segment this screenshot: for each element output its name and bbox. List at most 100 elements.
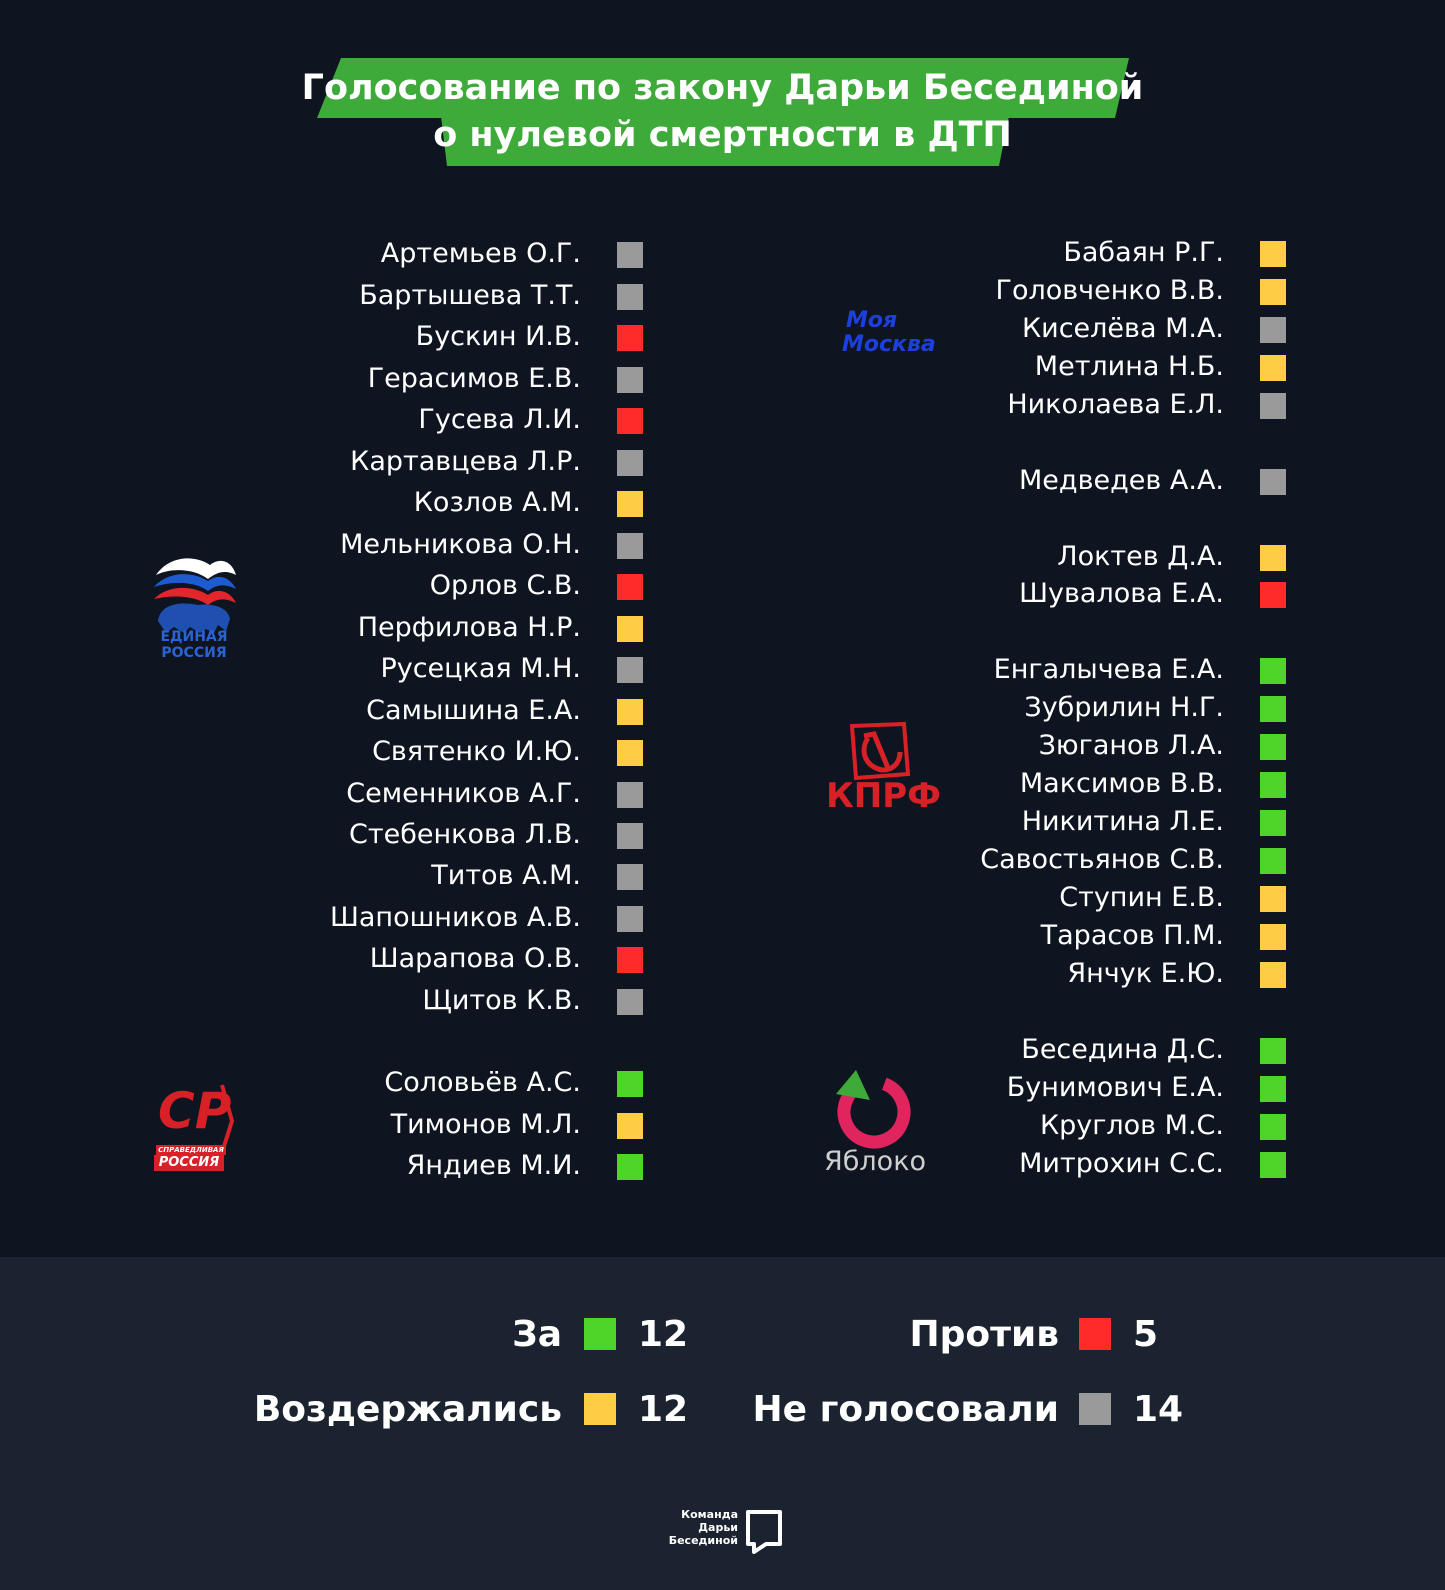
member-row: Локтев Д.А. — [0, 538, 1286, 576]
vote-indicator-vozd — [617, 1113, 643, 1139]
yabloko-apple-icon — [836, 1070, 911, 1149]
vote-indicator-za — [1260, 696, 1286, 722]
sr-logo-text-2: РОССИЯ — [154, 1155, 224, 1171]
member-name: Артемьев О.Г. — [380, 238, 581, 269]
member-row: Зюганов Л.А. — [0, 727, 1286, 765]
vote-indicator-ne — [1260, 393, 1286, 419]
member-row: Медведев А.А. — [0, 462, 1286, 500]
member-name: Зюганов Л.А. — [1038, 730, 1224, 761]
vote-indicator-ne — [617, 989, 643, 1015]
member-row: Савостьянов С.В. — [0, 841, 1286, 879]
member-name: Шапошников А.В. — [330, 902, 581, 933]
legend-ne: Не голосовали 14 — [0, 1385, 1445, 1435]
member-row: Круглов М.С. — [0, 1107, 1286, 1145]
legend-za-count: 12 — [638, 1314, 689, 1355]
member-name: Бунимович Е.А. — [1006, 1072, 1224, 1103]
member-row: Зубрилин Н.Г. — [0, 689, 1286, 727]
member-row: Орлов С.В. — [0, 567, 643, 605]
vote-indicator-ne — [1260, 469, 1286, 495]
member-name: Ступин Е.В. — [1059, 882, 1224, 913]
moya-moskva-text-2: Москва — [842, 332, 936, 357]
member-name: Перфилова Н.Р. — [357, 612, 581, 643]
member-row: Енгалычева Е.А. — [0, 651, 1286, 689]
member-name: Бартышева Т.Т. — [359, 280, 581, 311]
member-name: Метлина Н.Б. — [1034, 351, 1224, 382]
member-row: Шарапова О.В. — [0, 940, 643, 978]
member-row: Митрохин С.С. — [0, 1145, 1286, 1183]
vote-indicator-vozd — [1260, 279, 1286, 305]
vote-indicator-protiv — [617, 408, 643, 434]
member-name: Мельникова О.Н. — [340, 529, 581, 560]
sr-logo-text-1: СПРАВЕДЛИВАЯ — [156, 1145, 226, 1155]
vote-indicator-za — [617, 1071, 643, 1097]
member-name: Киселёва М.А. — [1021, 313, 1224, 344]
vote-indicator-za — [1260, 772, 1286, 798]
legend-ne-label: Не голосовали — [752, 1389, 1059, 1430]
member-row: Стебенкова Л.В. — [0, 816, 643, 854]
vote-indicator-ne — [617, 284, 643, 310]
member-name: Шувалова Е.А. — [1019, 578, 1224, 609]
vote-indicator-protiv — [617, 574, 643, 600]
member-row: Бунимович Е.А. — [0, 1069, 1286, 1107]
member-row: Максимов В.В. — [0, 765, 1286, 803]
member-name: Святенко И.Ю. — [372, 736, 581, 767]
member-row: Бабаян Р.Г. — [0, 234, 1286, 272]
member-name: Енгалычева Е.А. — [993, 654, 1224, 685]
member-row: Тимонов М.Л. — [0, 1106, 643, 1144]
footer-line-3: Бесединой — [668, 1534, 738, 1547]
member-row: Никитина Л.Е. — [0, 803, 1286, 841]
legend-ne-count: 14 — [1133, 1389, 1184, 1430]
vote-indicator-za — [1260, 1152, 1286, 1178]
member-row: Герасимов Е.В. — [0, 360, 643, 398]
vote-indicator-za — [1260, 734, 1286, 760]
member-name: Максимов В.В. — [1019, 768, 1224, 799]
member-row: Тарасов П.М. — [0, 917, 1286, 955]
vote-indicator-ne — [617, 782, 643, 808]
moya-moskva-text-1: Моя — [846, 308, 898, 333]
member-row: Семенников А.Г. — [0, 775, 643, 813]
footer-text: Команда Дарьи Бесединой — [669, 1508, 738, 1547]
footer-line-2: Дарьи — [698, 1521, 738, 1534]
member-name: Николаева Е.Л. — [1007, 389, 1224, 420]
member-row: Беседина Д.С. — [0, 1031, 1286, 1069]
kprf-logo-text: КПРФ — [826, 776, 941, 816]
member-name: Митрохин С.С. — [1019, 1148, 1224, 1179]
vote-indicator-ne — [617, 657, 643, 683]
vote-indicator-vozd — [1260, 962, 1286, 988]
hammer-sickle-icon — [849, 721, 911, 781]
vote-indicator-vozd — [617, 491, 643, 517]
member-row: Метлина Н.Б. — [0, 348, 1286, 386]
edinaya-rossiya-emblem-icon — [154, 558, 236, 633]
member-name: Семенников А.Г. — [346, 778, 581, 809]
results-panel — [0, 0, 1445, 1257]
page-title-line-1: Голосование по закону Дарьи Бесединой — [301, 68, 1144, 108]
member-row: Титов А.М. — [0, 857, 643, 895]
legend-za-label: За — [512, 1314, 562, 1355]
member-name: Щитов К.В. — [422, 985, 581, 1016]
yabloko-logo-text: Яблоко — [824, 1146, 927, 1177]
vote-indicator-za — [1260, 1076, 1286, 1102]
member-name: Локтев Д.А. — [1057, 541, 1224, 572]
member-row: Козлов А.М. — [0, 484, 643, 522]
member-row: Гусева Л.И. — [0, 401, 643, 439]
member-row: Русецкая М.Н. — [0, 650, 643, 688]
member-name: Картавцева Л.Р. — [350, 446, 581, 477]
title-band-bottom — [441, 116, 1009, 166]
member-row: Бартышева Т.Т. — [0, 277, 643, 315]
vote-indicator-vozd — [1260, 545, 1286, 571]
vote-indicator-za — [1260, 658, 1286, 684]
member-row: Артемьев О.Г. — [0, 235, 643, 273]
moya-moskva-logo: Моя Москва — [836, 308, 946, 368]
member-name: Беседина Д.С. — [1021, 1034, 1224, 1065]
member-row: Николаева Е.Л. — [0, 386, 1286, 424]
speech-bubble-icon — [746, 1510, 782, 1554]
member-name: Шарапова О.В. — [369, 943, 581, 974]
vote-indicator-za — [1260, 848, 1286, 874]
legend-za: За 12 — [0, 1310, 720, 1360]
member-name: Яндиев М.И. — [406, 1150, 581, 1181]
member-name: Тарасов П.М. — [1040, 920, 1224, 951]
member-row: Киселёва М.А. — [0, 310, 1286, 348]
vote-indicator-vozd — [1260, 924, 1286, 950]
member-name: Стебенкова Л.В. — [349, 819, 581, 850]
vote-indicator-za — [1260, 1038, 1286, 1064]
